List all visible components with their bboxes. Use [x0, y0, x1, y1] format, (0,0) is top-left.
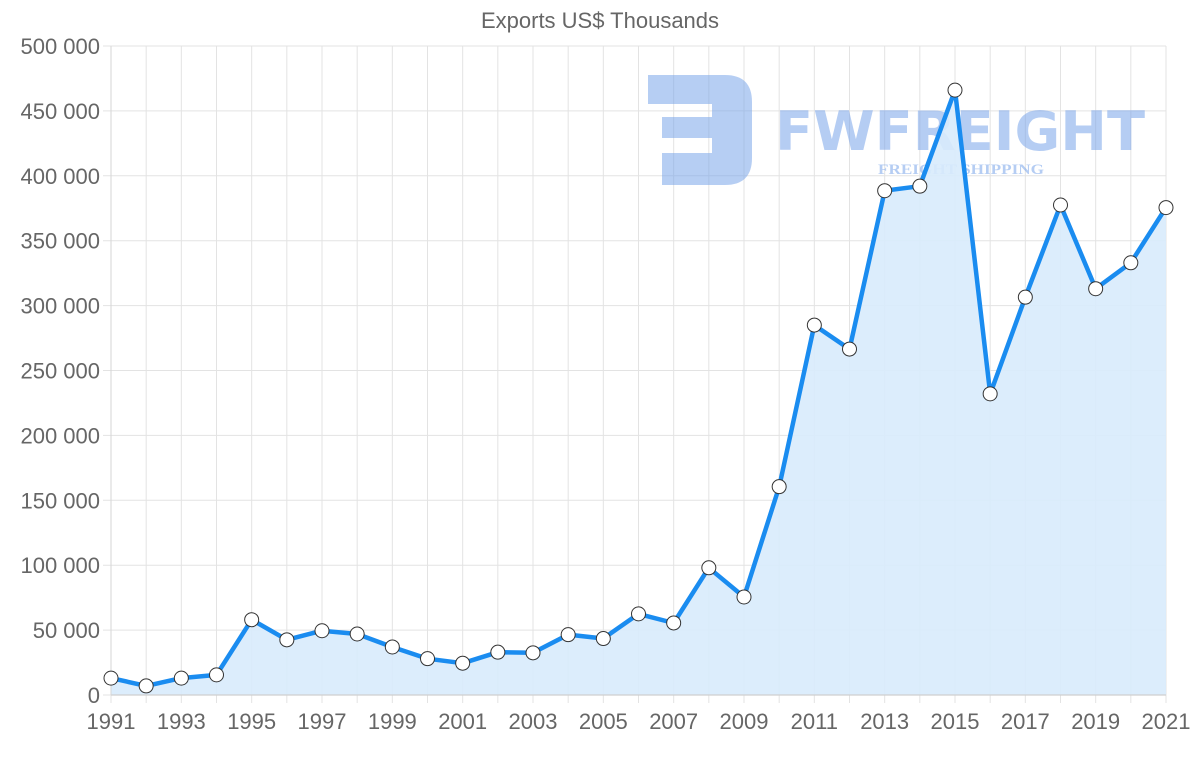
data-point[interactable]: 2009: 75500: [736, 589, 752, 605]
data-point[interactable]: 2011: 285000: [806, 317, 822, 333]
data-point[interactable]: 2019: 313000: [1088, 281, 1104, 297]
x-tick-label: 2009: [720, 709, 769, 734]
data-point[interactable]: 2006: 62500: [631, 606, 646, 622]
logo-mark-icon: [648, 75, 752, 185]
x-tick-label: 2013: [860, 709, 909, 734]
chart-title: Exports US$ Thousands: [480, 8, 720, 33]
data-point[interactable]: 1998: 47000: [349, 626, 365, 642]
data-point[interactable]: 1994: 15500: [209, 667, 224, 683]
y-tick-label: 150 000: [20, 488, 100, 513]
x-tick-label: 2005: [579, 709, 628, 734]
y-axis-labels: 0 50 000 100 000 150 000 200 000 250 000 300 0…: [20, 34, 100, 708]
x-tick-label: 2019: [1071, 709, 1120, 734]
data-point[interactable]: 1995: 58000: [244, 612, 260, 628]
data-point[interactable]: 2013: 388500: [877, 183, 893, 199]
y-tick-label: 500 000: [20, 34, 100, 59]
data-point[interactable]: 2015: 466000: [947, 82, 963, 98]
data-point[interactable]: 1991: 13000: [103, 670, 119, 686]
y-tick-label: 250 000: [20, 359, 100, 384]
y-tick-label: 50 000: [33, 618, 100, 643]
data-point[interactable]: 2002: 33000: [490, 644, 506, 660]
data-point[interactable]: 2012: 266500: [842, 341, 857, 357]
x-tick-label: 1995: [227, 709, 276, 734]
axes: [110, 46, 1166, 696]
data-point[interactable]: 2003: 32500: [525, 645, 541, 661]
x-tick-label: 1999: [368, 709, 417, 734]
data-point[interactable]: 1997: 49500: [314, 623, 330, 639]
y-tick-label: 400 000: [20, 164, 100, 189]
watermark-logo: FWFREIGHT FREIGHT SHIPPING: [648, 75, 1145, 185]
data-point[interactable]: 2004: 46500: [560, 627, 576, 643]
y-tick-label: 200 000: [20, 423, 100, 448]
data-point[interactable]: 1999: 37000: [384, 639, 400, 655]
x-tick-label: 1993: [157, 709, 206, 734]
y-tick-label: 100 000: [20, 553, 100, 578]
data-point[interactable]: 2021: 375500: [1158, 200, 1174, 216]
data-point[interactable]: 2016: 232000: [982, 386, 998, 402]
data-point[interactable]: 2005: 43500: [595, 631, 611, 647]
x-tick-label: 2017: [1001, 709, 1050, 734]
x-tick-label: 2003: [509, 709, 558, 734]
x-tick-label: 2007: [649, 709, 698, 734]
data-points: 1991: 13000 1992: 7000 1993: 13000 1994: 15…: [103, 82, 1174, 694]
y-tick-label: 450 000: [20, 99, 100, 124]
area-fill: [111, 90, 1166, 696]
data-point[interactable]: 2010: 160500: [771, 479, 787, 495]
data-point[interactable]: 2008: 98000: [701, 560, 717, 576]
x-tick-label: 2015: [931, 709, 980, 734]
y-tick-label: 300 000: [20, 294, 100, 319]
y-tick-label: 0: [88, 683, 100, 708]
data-point[interactable]: 2014: 392000: [912, 178, 928, 194]
data-point[interactable]: 2017: 306500: [1017, 289, 1033, 305]
x-tick-label: 2011: [791, 709, 838, 734]
data-point[interactable]: 2001: 24500: [455, 655, 471, 671]
x-axis-labels: 1991 1993 1995 1997 1999 2001 2003 2005 2007 2009…: [87, 709, 1191, 734]
y-tick-label: 350 000: [20, 229, 100, 254]
x-tick-label: 2001: [438, 709, 487, 734]
data-point[interactable]: 2018: 377500: [1053, 197, 1068, 213]
data-point[interactable]: 2007: 55500: [666, 615, 682, 631]
data-point[interactable]: 1993: 13000: [173, 670, 189, 686]
data-point[interactable]: 1992: 7000: [138, 678, 154, 694]
data-point[interactable]: 1996: 42500: [279, 632, 295, 648]
x-tick-label: 1991: [87, 709, 136, 734]
data-point[interactable]: 2020: 333000: [1123, 255, 1139, 271]
x-tick-label: 2021: [1142, 709, 1191, 734]
x-tick-label: 1997: [298, 709, 347, 734]
